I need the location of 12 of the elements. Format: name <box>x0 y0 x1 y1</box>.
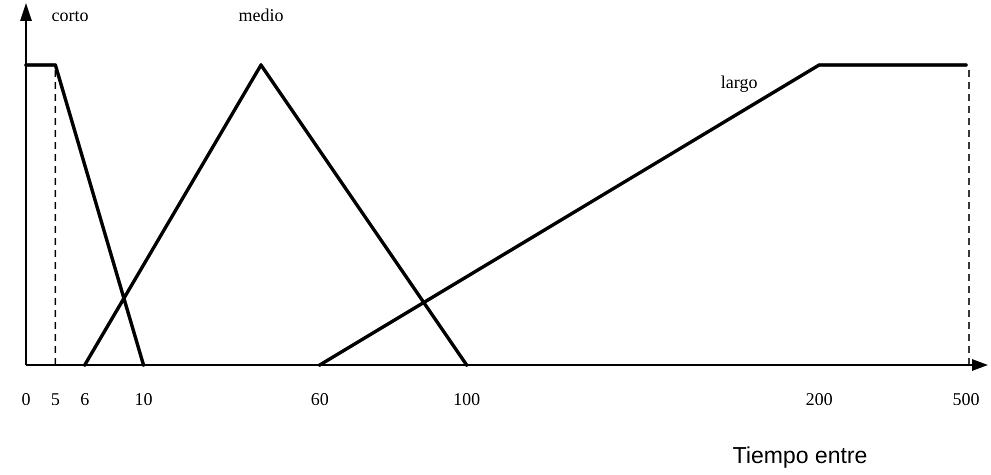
x-tick-label: 100 <box>453 388 480 409</box>
x-tick-label: 5 <box>50 388 60 409</box>
x-tick-label: 0 <box>22 388 30 409</box>
text: medio <box>238 5 284 25</box>
x-tick-label: 10 <box>134 388 152 409</box>
x-axis-title: Tiempo entre <box>732 442 868 468</box>
x-tick-label: 500 <box>952 388 980 409</box>
x-tick-label: 6 <box>80 388 90 409</box>
legend-label: corto <box>52 5 88 25</box>
x-tick-label: 60 <box>310 388 329 409</box>
x-tick-label: 200 <box>806 388 833 409</box>
series-label: largo <box>720 72 758 92</box>
